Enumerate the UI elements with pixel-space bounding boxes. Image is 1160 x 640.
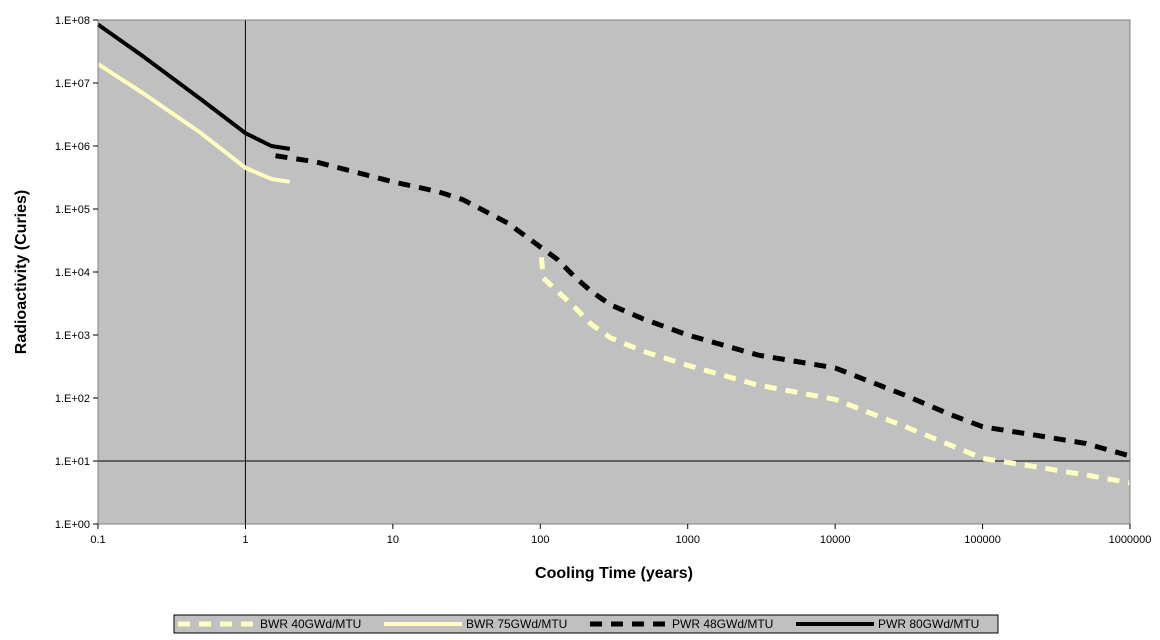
y-tick-label: 1.E+01 <box>55 456 90 468</box>
x-axis-title: Cooling Time (years) <box>535 565 693 582</box>
y-tick-label: 1.E+08 <box>55 15 90 27</box>
legend-box <box>173 614 999 634</box>
x-tick-label: 10000 <box>820 534 851 546</box>
x-tick-label: 1000 <box>675 534 699 546</box>
y-tick-label: 1.E+05 <box>55 204 90 216</box>
x-tick-label: 0.1 <box>90 534 105 546</box>
x-tick-label: 10 <box>387 534 399 546</box>
x-tick-label: 100 <box>531 534 549 546</box>
plot-area <box>96 19 1131 525</box>
y-tick-label: 1.E+03 <box>55 330 90 342</box>
y-axis-ticks: 1.E+00 1.E+01 1.E+02 1.E+03 1.E+04 1.E+05 1.E+… <box>55 15 98 531</box>
legend: BWR 40GWd/MTU BWR 75GWd/MTU PWR 48GWd/MTU P… <box>173 614 999 634</box>
x-tick-label: 1000000 <box>1109 534 1152 546</box>
y-tick-label: 1.E+00 <box>55 519 90 531</box>
series-line-pwr-48gwd-mtu <box>275 153 1131 459</box>
y-axis-title: Radioactivity (Curies) <box>13 190 30 354</box>
x-tick-label: 1 <box>242 534 248 546</box>
legend-label-bwr-40gwd-mtu: BWR 40GWd/MTU <box>260 617 361 631</box>
legend-label-bwr-75gwd-mtu: BWR 75GWd/MTU <box>466 617 567 631</box>
series-layer <box>96 22 1131 486</box>
reference-lines <box>98 20 1130 524</box>
legend-label-pwr-48gwd-mtu: PWR 48GWd/MTU <box>672 617 773 631</box>
y-tick-label: 1.E+04 <box>55 267 90 279</box>
y-tick-label: 1.E+07 <box>55 78 90 90</box>
x-tick-label: 100000 <box>964 534 1001 546</box>
series-line-bwr-75gwd-mtu <box>96 62 291 184</box>
y-tick-label: 1.E+02 <box>55 393 90 405</box>
x-axis-ticks: 0.1 1 10 100 1000 10000 100000 1000000 <box>90 524 1151 546</box>
legend-label-pwr-80gwd-mtu: PWR 80GWd/MTU <box>878 617 979 631</box>
series-line-pwr-80gwd-mtu <box>96 22 291 151</box>
y-tick-label: 1.E+06 <box>55 141 90 153</box>
plot-background <box>98 20 1130 524</box>
